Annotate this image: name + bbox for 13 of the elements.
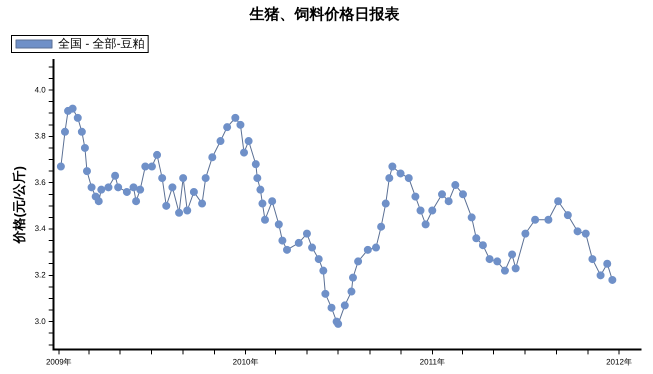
y-tick-label: 3.0 xyxy=(34,316,46,326)
y-axis-title: 价格(元/公斤) xyxy=(11,166,26,244)
chart-title: 生猪、饲料价格日报表 xyxy=(248,6,400,24)
x-tick-label: 2009年 xyxy=(46,357,72,366)
x-tick-label: 2010年 xyxy=(232,357,258,366)
y-tick-label: 3.6 xyxy=(34,178,46,187)
x-tick-label: 2011年 xyxy=(420,357,445,366)
y-tick-label: 3.8 xyxy=(34,132,46,141)
y-tick-label: 3.2 xyxy=(34,270,46,280)
x-tick-label: 2012年 xyxy=(606,357,632,366)
y-tick-label: 3.4 xyxy=(34,224,46,234)
legend-label: 全国 - 全部-豆粕 xyxy=(58,36,145,50)
y-tick-label: 4.0 xyxy=(34,85,46,94)
